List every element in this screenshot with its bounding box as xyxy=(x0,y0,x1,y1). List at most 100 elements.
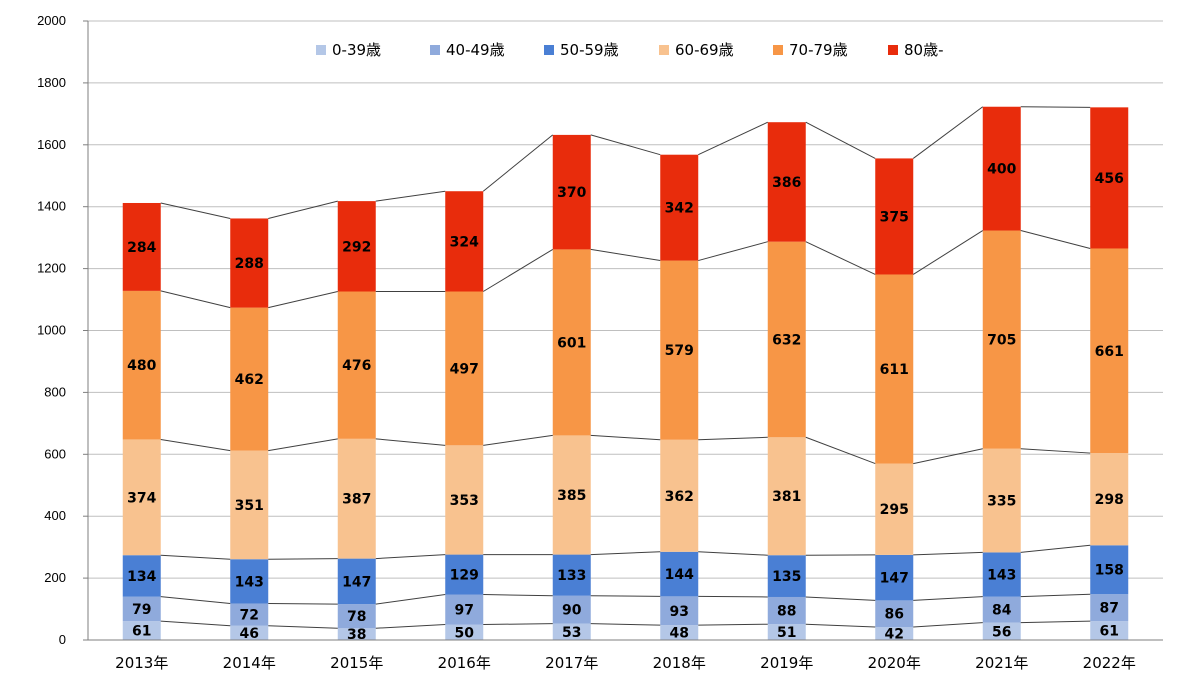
x-tick-label: 2022年 xyxy=(1083,654,1136,672)
y-tick-label: 2000 xyxy=(37,13,66,28)
bar-segment xyxy=(230,218,269,308)
data-label: 351 xyxy=(235,498,264,514)
bar-segment xyxy=(230,450,269,560)
data-label: 78 xyxy=(347,609,366,625)
bar-segment xyxy=(1090,545,1129,595)
y-tick-label: 1800 xyxy=(37,75,66,90)
series-line xyxy=(912,230,984,275)
bar-segment xyxy=(552,134,591,250)
data-label: 342 xyxy=(665,201,694,217)
bar-segment xyxy=(1090,621,1129,640)
bar-segment xyxy=(660,260,699,440)
bar-segment xyxy=(337,201,376,292)
data-label: 324 xyxy=(450,234,479,250)
data-label: 497 xyxy=(450,361,479,377)
data-label: 292 xyxy=(342,239,371,255)
bar-segment xyxy=(660,625,699,640)
data-label: 462 xyxy=(235,372,264,388)
data-label: 476 xyxy=(342,358,371,374)
bar-segment xyxy=(982,552,1021,597)
data-label: 375 xyxy=(880,209,909,225)
data-label: 284 xyxy=(127,240,156,256)
series-line xyxy=(805,436,876,465)
bar-segment xyxy=(875,274,914,464)
legend-entry: 80歳- xyxy=(904,41,944,59)
series-line xyxy=(375,594,446,605)
data-label: 134 xyxy=(127,569,156,585)
bar-segment xyxy=(230,625,269,640)
x-tick-label: 2019年 xyxy=(760,654,813,672)
series-line xyxy=(160,620,231,627)
series-line xyxy=(375,190,446,202)
bar-segment xyxy=(1090,107,1129,249)
data-label: 705 xyxy=(987,333,1016,349)
bar-segment xyxy=(660,596,699,626)
data-label: 387 xyxy=(342,492,371,508)
bar-segment xyxy=(337,604,376,629)
series-line xyxy=(698,623,768,626)
data-label: 46 xyxy=(240,626,259,642)
data-label: 374 xyxy=(127,490,156,506)
bar-segment xyxy=(767,122,806,242)
bar-segment xyxy=(982,106,1021,231)
bar-segment xyxy=(552,595,591,624)
series-line xyxy=(805,241,876,275)
legend-entry: 70-79歳 xyxy=(789,41,848,59)
series-line xyxy=(1020,448,1091,454)
bar-segment xyxy=(122,439,161,556)
bar-segment xyxy=(445,554,484,595)
data-label: 579 xyxy=(665,343,694,359)
x-tick-label: 2015年 xyxy=(330,654,383,672)
series-line xyxy=(698,121,768,156)
bar-segment xyxy=(660,439,699,552)
x-tick-label: 2016年 xyxy=(438,654,491,672)
data-label: 601 xyxy=(557,335,586,351)
data-label: 381 xyxy=(772,489,801,505)
data-label: 386 xyxy=(772,175,801,191)
data-label: 50 xyxy=(455,625,475,641)
bar-segment xyxy=(1090,594,1129,622)
data-label: 48 xyxy=(670,626,689,642)
series-line xyxy=(590,551,661,556)
data-label: 632 xyxy=(772,332,801,348)
data-label: 335 xyxy=(987,494,1016,510)
series-line xyxy=(268,438,338,452)
bar-segment xyxy=(767,241,806,438)
x-tick-label: 2021年 xyxy=(975,654,1028,672)
bar-segment xyxy=(660,154,699,261)
bar-segment xyxy=(660,551,699,597)
data-label: 158 xyxy=(1095,563,1124,579)
data-label: 61 xyxy=(132,624,151,640)
bar-segment xyxy=(445,624,484,640)
series-line xyxy=(590,434,661,441)
bar-segment xyxy=(552,554,591,596)
x-tick-label: 2013年 xyxy=(115,654,168,672)
series-line xyxy=(698,551,768,556)
legend-swatch xyxy=(316,45,326,55)
series-line xyxy=(483,594,553,597)
series-line xyxy=(268,602,338,605)
series-line xyxy=(268,558,338,560)
data-labels: 61 46 38 50 53 48 51 42 56 61 79 72 78 97 90 93 88 86 84 87… xyxy=(127,162,1124,643)
series-line xyxy=(805,596,876,601)
bar-segment xyxy=(875,463,914,555)
bars xyxy=(122,106,1129,640)
data-label: 143 xyxy=(235,574,264,590)
series-line xyxy=(482,248,554,292)
series-line xyxy=(160,202,231,219)
series-line xyxy=(1020,106,1091,108)
legend-swatch xyxy=(544,45,554,55)
series-line xyxy=(1020,544,1091,553)
data-label: 135 xyxy=(772,569,801,585)
series-line xyxy=(482,134,554,192)
data-label: 143 xyxy=(987,568,1016,584)
bar-segment xyxy=(122,202,161,291)
series-line xyxy=(590,248,661,262)
data-label: 56 xyxy=(992,624,1011,640)
data-label: 42 xyxy=(885,627,904,643)
y-tick-label: 0 xyxy=(59,632,66,647)
legend-entry: 60-69歳 xyxy=(675,41,734,59)
data-label: 90 xyxy=(562,603,582,619)
data-label: 79 xyxy=(132,602,151,618)
bar-segment xyxy=(230,307,269,451)
